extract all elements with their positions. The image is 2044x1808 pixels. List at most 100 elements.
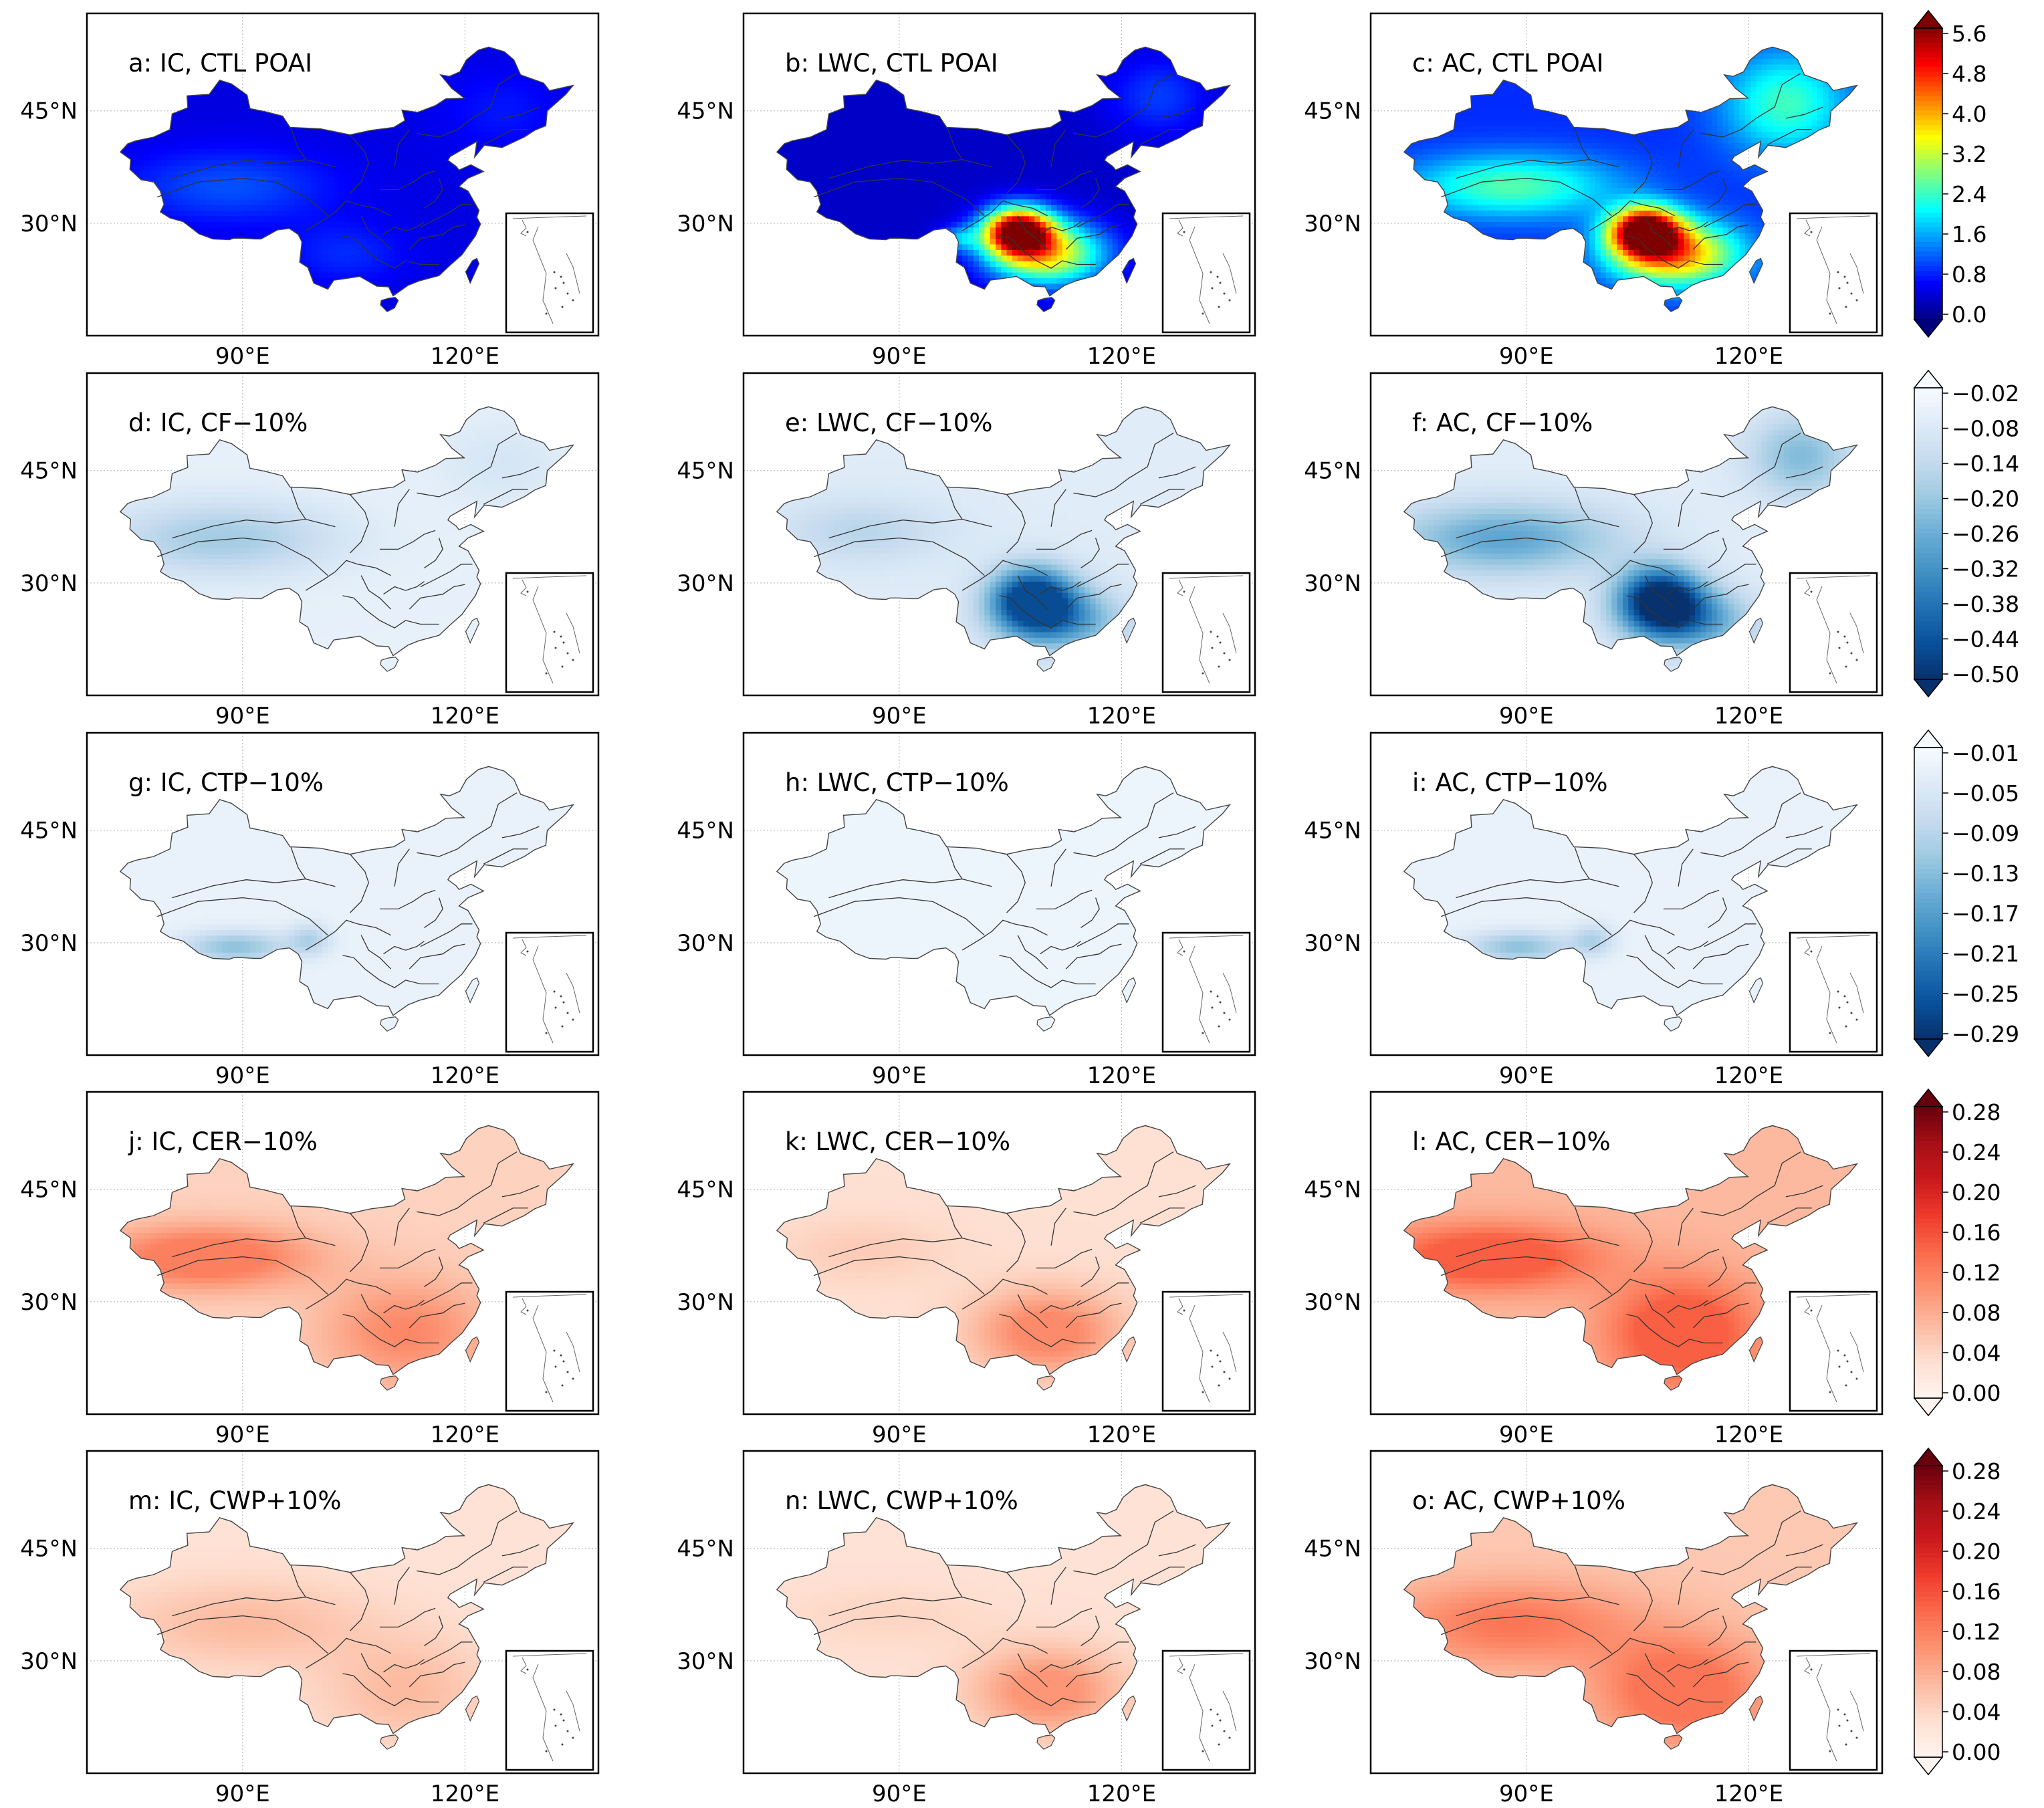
lon-label: 90°E [215, 343, 270, 370]
south-china-sea-inset [506, 933, 593, 1052]
lon-label: 120°E [1087, 1062, 1156, 1089]
map-panel-l: l: AC, CER−10%45°N30°N90°E 120°E [1304, 1092, 1882, 1448]
colorbar-extend-bottom [1914, 679, 1942, 697]
lat-label: 45°N [677, 818, 734, 844]
panel-title-m: m: IC, CWP+10% [128, 1486, 342, 1515]
lat-label: 45°N [20, 1536, 78, 1563]
lon-label: 120°E [1087, 343, 1156, 370]
colorbar-tick-label: −0.32 [1952, 556, 2019, 582]
colorbar-tick-label: 0.24 [1952, 1139, 2001, 1165]
colorbar-tick-label: −0.08 [1952, 416, 2019, 442]
panel-title-b: b: LWC, CTL POAI [785, 49, 998, 78]
lon-label: 120°E [1714, 343, 1783, 370]
lat-label: 45°N [20, 818, 78, 844]
map-panel-h: h: LWC, CTP−10%45°N30°N90°E 120°E [677, 733, 1255, 1089]
lat-label: 45°N [677, 458, 734, 485]
colorbar-tick-label: −0.26 [1952, 521, 2019, 547]
map-panel-n: n: LWC, CWP+10% 45°N 30°N 90°E 120°E [677, 1451, 1255, 1807]
south-china-sea-inset [1790, 213, 1877, 332]
lat-label: 30°N [677, 570, 734, 597]
panel-title-h: h: LWC, CTP−10% [785, 768, 1009, 797]
panel-title-c: c: AC, CTL POAI [1412, 49, 1603, 78]
lon-label: 90°E [215, 1422, 270, 1448]
panel-title-e: e: LWC, CF−10% [785, 409, 993, 437]
lon-label: 90°E [872, 1422, 927, 1448]
colorbar-extend-bottom [1914, 1398, 1942, 1416]
map-panel-f: f: AC, CF−10%45°N30°N90°E 120°E [1304, 373, 1882, 729]
panel-title-n: n: LWC, CWP+10% [785, 1486, 1018, 1515]
colorbar-row-3: 0.280.240.200.160.120.080.040.00 [1914, 1089, 2001, 1416]
panel-title-g: g: IC, CTP−10% [128, 768, 324, 797]
map-panels: a: IC, CTL POAI 45°N 30°N 90°E 120°E b: LWC, … [20, 13, 1882, 1807]
colorbar-tick-label: 4.8 [1952, 61, 1986, 87]
lon-label: 120°E [1714, 1062, 1783, 1089]
map-panel-i: i: AC, CTP−10%45°N30°N90°E 120°E [1304, 733, 1882, 1089]
map-panel-g: g: IC, CTP−10%45°N30°N90°E 120°E [20, 733, 598, 1089]
lat-label: 45°N [20, 98, 78, 125]
south-china-sea-inset [506, 1651, 593, 1770]
colorbar-extend-bottom [1914, 1757, 1942, 1775]
lon-label: 120°E [431, 703, 499, 729]
colorbar-tick-label: 0.12 [1952, 1260, 2001, 1286]
colorbar-tick-label: 0.20 [1952, 1539, 2001, 1565]
lat-label: 45°N [1304, 1536, 1361, 1563]
lat-label: 30°N [677, 1648, 734, 1675]
panel-title-k: k: LWC, CER−10% [785, 1127, 1010, 1156]
colorbar-tick-label: 0.8 [1952, 261, 1986, 288]
lat-label: 30°N [1304, 211, 1361, 237]
lat-label: 30°N [1304, 1289, 1361, 1316]
colorbar-tick-label: 0.04 [1952, 1340, 2001, 1366]
colorbar-tick-label: −0.44 [1952, 627, 2019, 653]
colorbar-row-0: 5.64.84.03.22.41.60.80.0 [1914, 11, 1986, 337]
lon-label: 90°E [1499, 1781, 1554, 1807]
colorbar-tick-label: 0.00 [1952, 1380, 2001, 1406]
colorbar-tick-label: 0.08 [1952, 1300, 2001, 1326]
south-china-sea-inset [1163, 933, 1250, 1052]
colorbar-tick-label: 2.4 [1952, 181, 1986, 207]
lat-label: 45°N [1304, 458, 1361, 485]
south-china-sea-inset [506, 213, 593, 332]
colorbar-tick-label: −0.14 [1952, 451, 2019, 477]
colorbar-tick-label: −0.17 [1952, 901, 2019, 927]
lat-label: 30°N [1304, 1648, 1361, 1675]
map-panel-k: k: LWC, CER−10%45°N30°N90°E 120°E [677, 1092, 1255, 1448]
lat-label: 30°N [1304, 570, 1361, 597]
lon-label: 90°E [872, 703, 927, 729]
colorbar-extend-top [1914, 1448, 1942, 1466]
lon-label: 90°E [872, 1781, 927, 1807]
lon-label: 120°E [431, 1781, 499, 1807]
south-china-sea-inset [1790, 1292, 1877, 1411]
lat-label: 45°N [1304, 98, 1361, 125]
colorbar-tick-label: −0.25 [1952, 981, 2019, 1007]
south-china-sea-inset [1790, 1651, 1877, 1770]
colorbar-tick-label: 1.6 [1952, 221, 1986, 247]
colorbar-tick-label: 0.04 [1952, 1699, 2001, 1725]
colorbar-tick-label: −0.13 [1952, 861, 2019, 887]
map-panel-d: d: IC, CF−10%45°N30°N90°E 120°E [20, 373, 598, 729]
lat-label: 45°N [20, 458, 78, 485]
lon-label: 90°E [1499, 1062, 1554, 1089]
lon-label: 120°E [1087, 1781, 1156, 1807]
lat-label: 45°N [677, 1177, 734, 1204]
colorbar-tick-label: −0.02 [1952, 380, 2019, 407]
colorbar-tick-label: −0.38 [1952, 591, 2019, 617]
colorbar-tick-label: 5.6 [1952, 21, 1986, 47]
panel-title-a: a: IC, CTL POAI [128, 49, 312, 78]
lon-label: 90°E [1499, 703, 1554, 729]
south-china-sea-inset [1790, 573, 1877, 692]
lat-label: 45°N [677, 1536, 734, 1563]
south-china-sea-inset [1163, 213, 1250, 332]
colorbars: 5.64.84.03.22.41.60.80.0−0.02−0.08−0.14−… [1914, 11, 2019, 1775]
map-panel-o: o: AC, CWP+10%45°N30°N90°E 120°E [1304, 1451, 1882, 1807]
south-china-sea-inset [1163, 573, 1250, 692]
lon-label: 90°E [215, 703, 270, 729]
colorbar-row-2: −0.01−0.05−0.09−0.13−0.17−0.21−0.25−0.29 [1914, 730, 2019, 1056]
colorbar-extend-top [1914, 11, 1942, 28]
lon-label: 120°E [1714, 703, 1783, 729]
lon-label: 120°E [1714, 1781, 1783, 1807]
colorbar-extend-top [1914, 370, 1942, 388]
colorbar-tick-label: −0.21 [1952, 941, 2019, 967]
